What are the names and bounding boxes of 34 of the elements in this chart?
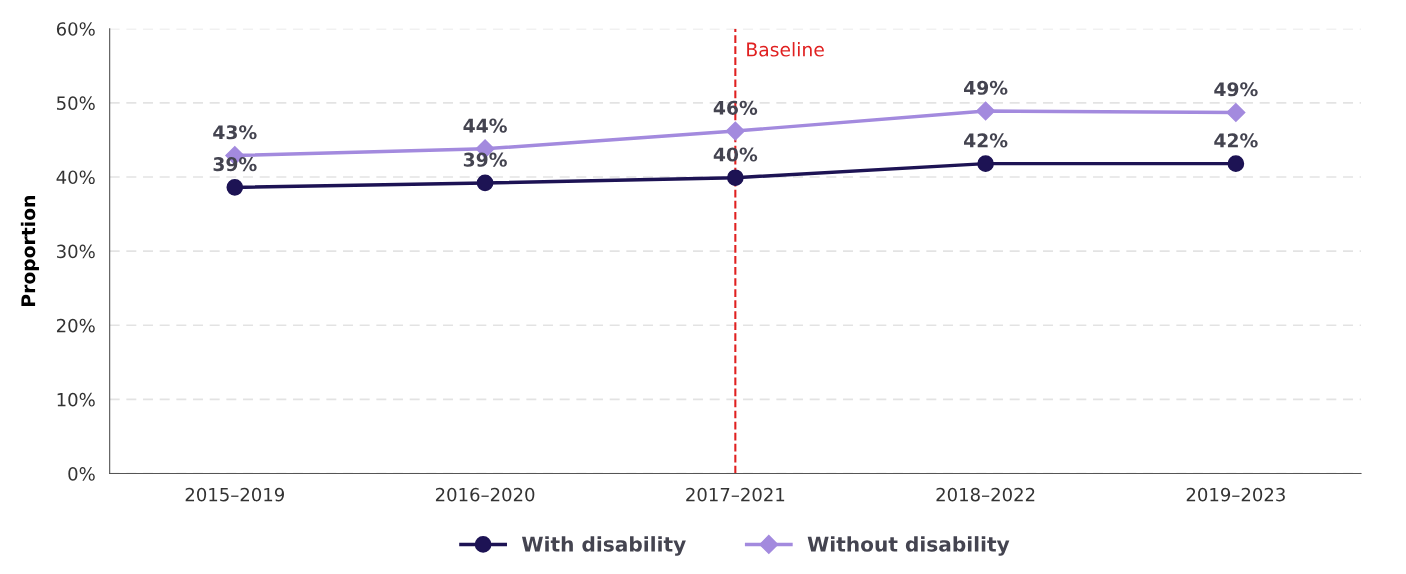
legend-label: With disability xyxy=(521,536,686,556)
point xyxy=(226,179,244,196)
x-tick-label: 2018–2022 xyxy=(936,487,1035,502)
x-tick-label: 2016–2020 xyxy=(435,487,535,502)
x-tick-label: 2015–2019 xyxy=(185,487,284,502)
y-tick-label: 10% xyxy=(57,392,95,407)
y-tick-label: 0% xyxy=(68,467,95,481)
data-label: 42% xyxy=(1214,133,1258,148)
y-tick-label: 30% xyxy=(57,244,95,259)
legend-label: Without disability xyxy=(807,536,1010,556)
data-label: 49% xyxy=(964,80,1008,95)
point xyxy=(476,174,494,192)
data-label: 43% xyxy=(213,125,257,140)
data-label: 49% xyxy=(1214,82,1258,97)
y-tick-label: 60% xyxy=(56,22,95,36)
point xyxy=(977,155,994,172)
point xyxy=(725,121,745,141)
data-label: 39% xyxy=(213,157,257,172)
point xyxy=(1227,155,1245,172)
data-label: 44% xyxy=(463,118,507,133)
point xyxy=(976,101,996,121)
point xyxy=(1226,102,1246,123)
ref-line-label: Baseline xyxy=(747,42,824,57)
y-tick-label: 20% xyxy=(56,318,95,333)
data-label: 39% xyxy=(463,152,507,167)
x-tick-label: 2019–2023 xyxy=(1186,487,1285,502)
point xyxy=(727,169,744,187)
y-tick-label: 40% xyxy=(56,170,95,185)
x-tick-label: 2017–2021 xyxy=(686,487,785,502)
y-tick-label: 50% xyxy=(57,96,95,110)
data-label: 40% xyxy=(713,147,758,162)
y-axis-title: Proportion xyxy=(20,196,39,306)
data-label: 46% xyxy=(713,100,758,115)
data-label: 42% xyxy=(964,133,1008,148)
